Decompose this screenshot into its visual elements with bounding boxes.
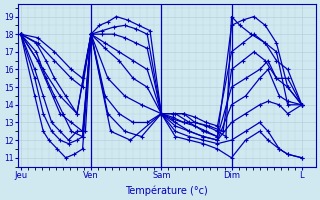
X-axis label: Température (°c): Température (°c) bbox=[125, 185, 208, 196]
